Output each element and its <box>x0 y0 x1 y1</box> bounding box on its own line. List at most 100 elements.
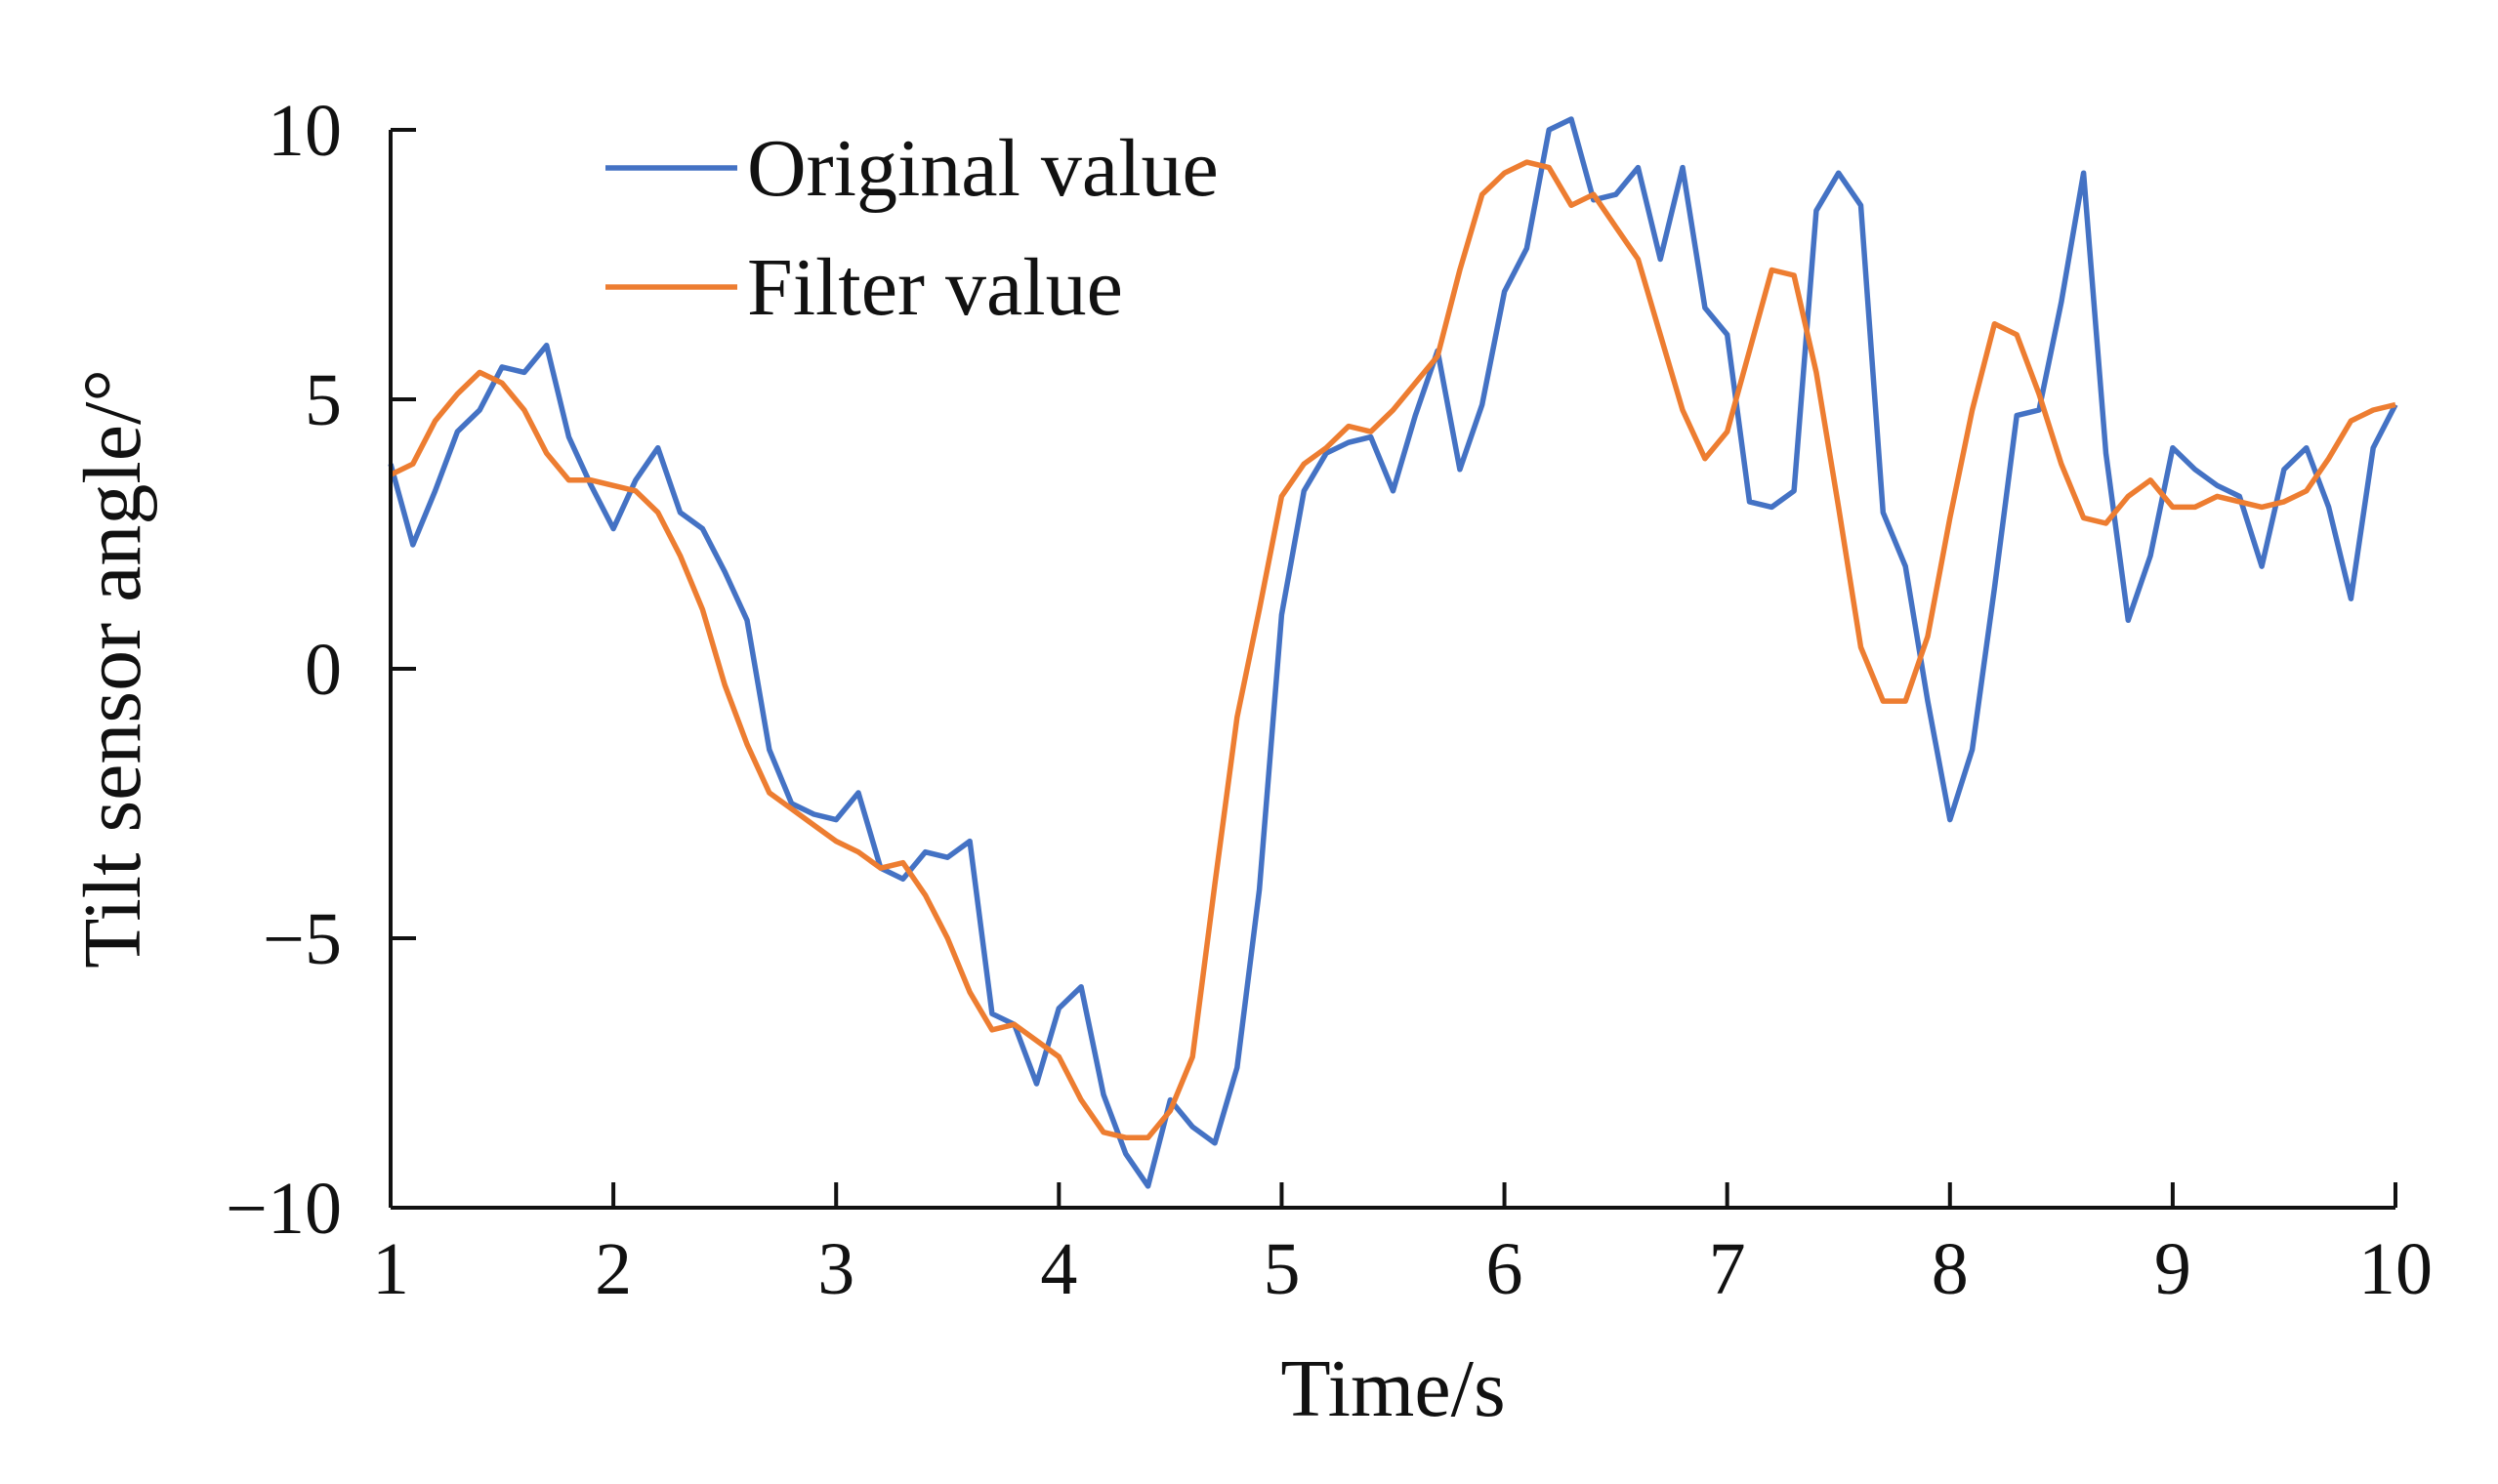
data-point <box>678 553 684 558</box>
data-point <box>923 892 929 898</box>
data-point <box>499 364 505 370</box>
data-point <box>1078 1097 1084 1103</box>
data-point <box>944 935 950 941</box>
data-point <box>1791 488 1797 494</box>
data-point <box>1101 1130 1106 1135</box>
data-point <box>2236 493 2242 499</box>
data-point <box>1613 191 1619 197</box>
data-point <box>1902 563 1908 569</box>
data-point <box>2147 477 2153 483</box>
data-point <box>2170 504 2176 510</box>
data-point <box>521 369 527 375</box>
x-tick-label: 9 <box>2154 1228 2191 1310</box>
data-point <box>1123 1151 1129 1157</box>
data-point <box>678 510 684 515</box>
data-point <box>1523 245 1529 251</box>
data-point <box>2348 418 2353 424</box>
x-axis-title: Time/s <box>1280 1343 1505 1434</box>
data-point <box>1925 634 1931 639</box>
data-point <box>1836 170 1842 176</box>
data-point <box>1568 202 1574 208</box>
data-point <box>1747 348 1753 353</box>
data-point <box>1034 1038 1040 1044</box>
data-point <box>1234 715 1240 721</box>
data-point <box>722 569 728 575</box>
data-point <box>855 849 861 855</box>
legend-label: Original value <box>747 123 1219 214</box>
data-point <box>454 392 460 397</box>
data-point <box>1257 886 1263 892</box>
data-point <box>2370 407 2376 413</box>
data-point <box>454 429 460 434</box>
data-point <box>1502 289 1508 295</box>
x-tick-label: 8 <box>1932 1228 1969 1310</box>
data-point <box>1702 305 1708 310</box>
data-point <box>1613 224 1619 229</box>
data-point <box>2215 493 2221 499</box>
data-point <box>1747 499 1753 505</box>
data-point <box>967 989 973 995</box>
data-point <box>767 747 772 753</box>
data-point <box>1769 268 1774 273</box>
x-tick-label: 10 <box>2358 1228 2433 1310</box>
data-point <box>1412 380 1418 386</box>
data-point <box>1925 698 1931 704</box>
data-point <box>2304 488 2310 494</box>
data-point <box>2259 563 2265 569</box>
data-point <box>1702 456 1708 462</box>
data-point <box>410 542 416 548</box>
data-point <box>610 482 616 488</box>
data-point <box>2348 596 2353 601</box>
data-point <box>544 450 550 456</box>
data-point <box>1725 332 1730 338</box>
data-point <box>1635 257 1641 263</box>
data-point <box>1056 1053 1062 1059</box>
data-point <box>989 1027 995 1033</box>
data-point <box>855 790 861 796</box>
data-point <box>1902 698 1908 704</box>
series-layer <box>388 116 2398 1189</box>
data-point <box>1278 493 1284 499</box>
data-point <box>433 488 438 494</box>
y-tick-label: −10 <box>226 1168 342 1250</box>
data-point <box>900 860 906 866</box>
data-point <box>767 790 772 796</box>
legend-label: Filter value <box>747 242 1123 333</box>
data-point <box>1056 1006 1062 1011</box>
data-point <box>1591 191 1597 197</box>
data-point <box>633 488 639 494</box>
data-point <box>2304 445 2310 451</box>
series-line <box>388 116 2398 1189</box>
y-axis-title: Tilt sensor angle/° <box>67 369 158 969</box>
data-point <box>1189 1124 1195 1130</box>
data-point <box>1167 1108 1173 1114</box>
data-point <box>1323 445 1329 451</box>
data-point <box>1189 1053 1195 1059</box>
data-point <box>1657 257 1663 263</box>
data-point <box>1012 1021 1018 1027</box>
data-point <box>1680 407 1686 413</box>
data-point <box>1813 369 1819 375</box>
data-point <box>1145 1134 1151 1140</box>
data-point <box>1034 1081 1040 1087</box>
data-point <box>1346 424 1352 430</box>
series-2 <box>389 159 2396 1140</box>
data-point <box>1523 159 1529 165</box>
data-point <box>1412 413 1418 419</box>
data-point <box>1991 585 1997 591</box>
data-point <box>923 849 929 855</box>
x-tick-label: 3 <box>817 1228 854 1310</box>
data-point <box>833 839 839 845</box>
data-point <box>1858 644 1864 650</box>
data-point <box>2170 445 2176 451</box>
data-point <box>1145 1183 1151 1189</box>
data-point <box>588 482 594 488</box>
data-point <box>1368 434 1374 440</box>
data-point <box>1970 747 1976 753</box>
data-point <box>722 682 728 688</box>
data-point <box>2192 504 2198 510</box>
x-tick-label: 7 <box>1709 1228 1746 1310</box>
data-point <box>1234 1065 1240 1071</box>
